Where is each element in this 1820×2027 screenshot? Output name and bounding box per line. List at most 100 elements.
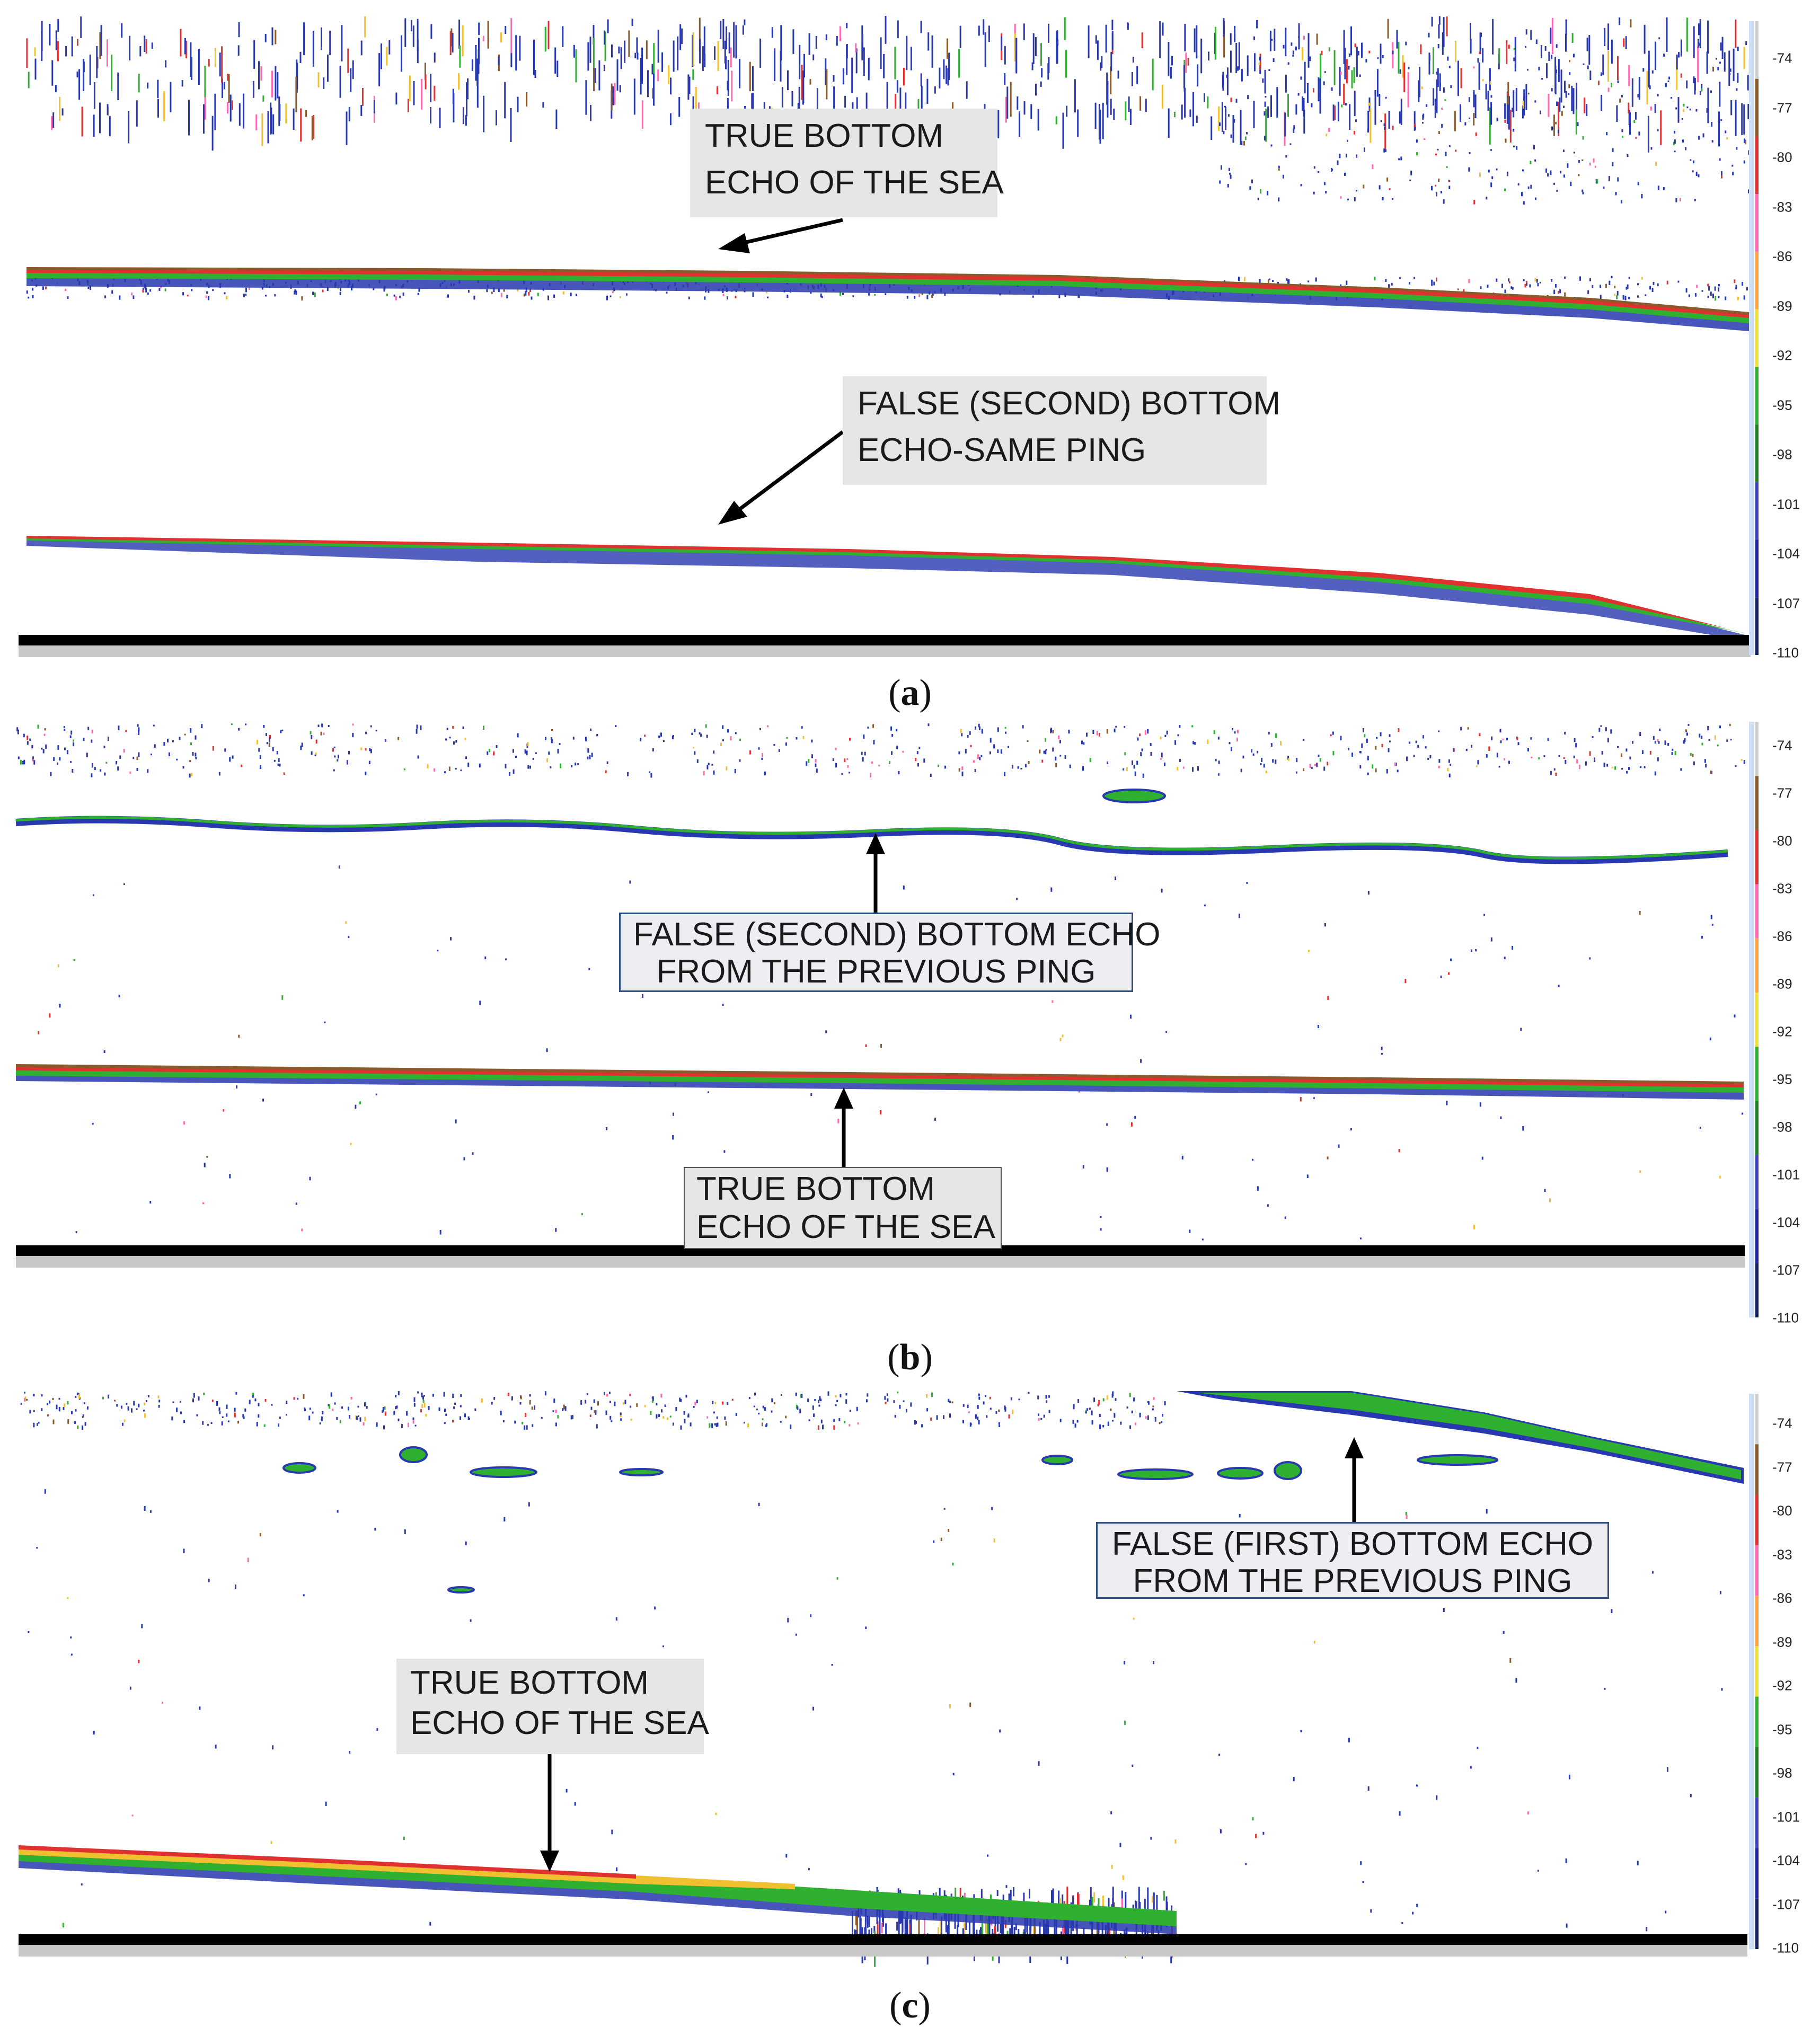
noise-speck: [1504, 103, 1506, 119]
noise-speck: [861, 33, 863, 51]
noise-speck: [350, 68, 352, 92]
noise-speck: [1625, 287, 1628, 290]
noise-speck: [940, 1537, 942, 1542]
noise-speck: [1230, 50, 1232, 73]
noise-speck: [1078, 1091, 1080, 1093]
noise-speck: [1684, 738, 1686, 742]
noise-speck: [562, 1408, 564, 1411]
noise-speck: [553, 1398, 555, 1403]
noise-speck: [269, 737, 270, 742]
noise-speck: [1192, 767, 1194, 772]
noise-speck: [1264, 111, 1266, 116]
noise-speck: [272, 1745, 274, 1750]
noise-speck: [281, 729, 284, 731]
noise-speck: [1726, 137, 1728, 140]
noise-speck: [867, 727, 869, 729]
noise-speck: [414, 1424, 417, 1427]
noise-speck: [1287, 756, 1289, 760]
noise-speck: [1140, 752, 1142, 756]
noise-speck: [962, 1420, 964, 1423]
noise-speck: [1099, 1424, 1101, 1429]
noise-speck: [1513, 145, 1515, 147]
noise-speck: [1624, 296, 1627, 300]
noise-speck: [206, 1156, 208, 1158]
noise-speck: [640, 738, 642, 742]
noise-speck: [1501, 284, 1503, 288]
noise-speck: [26, 290, 28, 294]
noise-speck: [606, 1393, 608, 1397]
noise-speck: [1067, 1925, 1070, 1937]
depth-tick-label: -98: [1772, 1765, 1792, 1781]
noise-speck: [1743, 295, 1745, 300]
noise-speck: [939, 1888, 941, 1902]
noise-speck: [1375, 746, 1377, 750]
noise-speck: [249, 1400, 251, 1404]
noise-speck: [1693, 160, 1694, 164]
noise-speck: [588, 968, 590, 970]
noise-speck: [1331, 87, 1333, 91]
noise-speck: [207, 1424, 209, 1426]
noise-speck: [1359, 751, 1362, 754]
noise-speck: [1257, 750, 1259, 754]
noise-speck: [120, 1405, 122, 1409]
noise-speck: [867, 1916, 869, 1924]
colour-scale-segment: [1755, 884, 1759, 939]
noise-speck: [1185, 52, 1187, 73]
noise-speck: [73, 742, 75, 747]
noise-speck: [1558, 755, 1560, 757]
noise-speck: [1468, 97, 1470, 102]
noise-speck: [1614, 766, 1616, 770]
noise-speck: [1400, 156, 1402, 161]
noise-speck: [339, 65, 341, 98]
noise-speck: [1405, 1512, 1407, 1516]
noise-speck: [1028, 1392, 1030, 1394]
noise-speck: [1611, 39, 1613, 64]
noise-speck: [1246, 132, 1248, 135]
noise-speck: [44, 728, 46, 731]
noise-speck: [759, 38, 762, 68]
noise-speck: [878, 765, 880, 767]
noise-speck: [1488, 170, 1490, 173]
noise-speck: [668, 65, 670, 84]
noise-speck: [1589, 957, 1591, 960]
noise-speck: [226, 102, 228, 114]
noise-speck: [1490, 95, 1492, 98]
noise-speck: [840, 26, 841, 41]
noise-speck: [1530, 30, 1532, 40]
noise-speck: [1604, 28, 1606, 47]
noise-speck: [465, 756, 467, 759]
noise-speck: [903, 886, 905, 890]
noise-speck: [1448, 145, 1451, 147]
noise-speck: [685, 1394, 687, 1398]
noise-speck: [997, 110, 1000, 139]
noise-speck: [1062, 112, 1064, 149]
noise-speck: [1610, 729, 1612, 734]
noise-speck: [590, 104, 591, 121]
noise-speck: [1111, 31, 1114, 50]
noise-speck: [105, 762, 108, 764]
noise-speck: [478, 22, 480, 36]
noise-speck: [33, 1410, 35, 1412]
noise-speck: [1131, 1410, 1133, 1413]
noise-speck: [263, 725, 265, 728]
noise-speck: [203, 1393, 205, 1395]
noise-speck: [281, 995, 284, 1000]
noise-speck: [326, 287, 329, 291]
noise-speck: [780, 1421, 782, 1423]
noise-speck: [334, 755, 336, 758]
arrow-false-bottom-b: [866, 833, 885, 913]
noise-speck: [1094, 102, 1097, 129]
noise-speck: [1174, 1839, 1177, 1844]
noise-speck: [735, 295, 737, 298]
noise-speck: [637, 52, 639, 60]
noise-speck: [764, 771, 766, 776]
noise-speck: [1678, 52, 1680, 58]
noise-speck: [1531, 756, 1533, 758]
noise-speck: [434, 85, 436, 101]
noise-speck: [1292, 55, 1294, 57]
noise-speck: [1676, 60, 1678, 90]
noise-speck: [1348, 748, 1350, 750]
noise-speck: [1115, 725, 1117, 728]
noise-speck: [1506, 91, 1508, 124]
noise-speck: [312, 31, 314, 67]
